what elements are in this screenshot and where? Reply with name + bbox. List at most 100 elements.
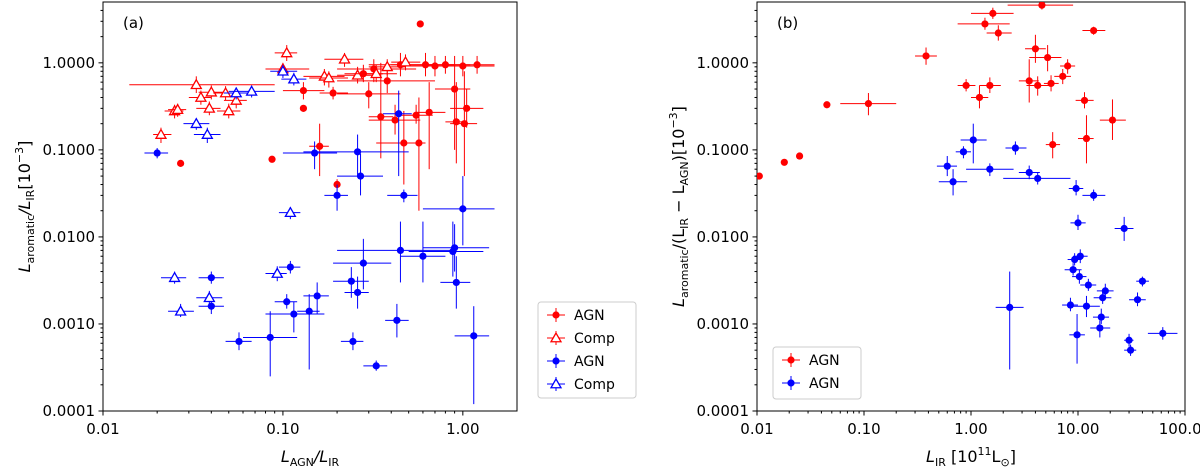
data-point — [1090, 26, 1098, 35]
data-point — [1076, 252, 1084, 260]
y-label-sup: −3 — [13, 147, 26, 163]
data-point — [203, 102, 216, 113]
data-point — [235, 337, 243, 346]
data-point — [1075, 273, 1083, 281]
data-point — [349, 337, 357, 346]
legend-label: AGN — [809, 353, 840, 369]
panel-label: (a) — [123, 14, 144, 32]
series-agn-red — [757, 2, 1126, 180]
data-point — [1096, 324, 1104, 332]
y-axis-label: Laromatic/LIR[10−3] — [13, 141, 37, 273]
y-label-sub: IR — [24, 189, 37, 200]
data-point — [190, 117, 203, 129]
data-point — [412, 111, 420, 119]
x-label-sub: ⊙ — [1000, 456, 1009, 469]
x-label-sub: AGN — [290, 456, 314, 469]
data-point — [922, 52, 930, 60]
data-point — [1082, 302, 1091, 310]
x-tick-label: 0.01 — [86, 420, 119, 438]
panel-b: 0.01 0.10 1.00 10.00 100.00 0.0001 0.0010 0.010… — [667, 1, 1200, 469]
data-point — [1101, 287, 1109, 295]
x-label-sub: IR — [935, 456, 946, 469]
data-point — [305, 307, 313, 315]
data-point — [1080, 96, 1089, 105]
legend-marker — [787, 379, 795, 387]
data-point — [280, 46, 293, 58]
data-layer — [129, 20, 495, 405]
x-label-part: L — [281, 447, 290, 466]
data-point — [1006, 303, 1014, 311]
data-point — [1138, 277, 1147, 285]
data-point — [864, 100, 873, 108]
data-point — [1064, 62, 1072, 70]
data-point — [383, 77, 391, 85]
data-point — [276, 64, 290, 76]
data-point — [431, 62, 439, 70]
y-tick-label: 0.0100 — [43, 228, 96, 246]
x-axis-label: LAGN/LIR — [281, 447, 340, 469]
x-label-part: L — [926, 447, 935, 466]
y-label-part: /L — [15, 201, 34, 217]
data-point — [780, 158, 788, 166]
data-point — [1034, 174, 1042, 183]
data-point — [1159, 329, 1167, 337]
data-point — [329, 89, 337, 97]
data-point — [381, 60, 394, 72]
data-point — [463, 104, 471, 112]
data-point — [1044, 53, 1052, 62]
data-point — [1071, 255, 1079, 264]
data-point — [959, 148, 968, 156]
data-point — [353, 288, 362, 297]
data-point — [268, 155, 276, 163]
data-point — [943, 162, 951, 170]
data-point — [174, 304, 187, 316]
data-point — [1047, 79, 1055, 88]
x-label-part: /L — [312, 447, 328, 466]
data-point — [284, 206, 297, 218]
x-tick-label: 10.00 — [1057, 420, 1100, 438]
data-point — [981, 20, 989, 28]
data-point — [207, 274, 215, 282]
data-point — [1066, 301, 1075, 309]
data-point — [286, 263, 294, 271]
data-point — [290, 310, 298, 318]
data-point — [452, 278, 460, 287]
y-tick-label: 0.0001 — [697, 402, 750, 420]
data-point — [154, 128, 168, 139]
y-label-part: [10 — [15, 163, 34, 190]
data-point — [451, 244, 459, 252]
data-point — [230, 86, 243, 98]
data-point — [989, 9, 997, 17]
data-point — [299, 104, 308, 112]
data-point — [271, 267, 284, 278]
data-point — [322, 71, 335, 83]
data-point — [399, 55, 412, 67]
data-point — [230, 94, 243, 105]
x-axis-label: LIR [1011L⊙] — [926, 445, 1016, 469]
data-point — [459, 62, 467, 70]
y-tick-label: 0.1000 — [697, 141, 750, 159]
data-point — [245, 85, 258, 96]
data-point — [1090, 191, 1098, 199]
data-point — [1133, 296, 1142, 304]
data-point — [1074, 219, 1082, 227]
data-point — [177, 159, 185, 167]
data-point — [201, 128, 214, 139]
data-point — [299, 86, 308, 95]
x-tick-label: 1.00 — [446, 420, 479, 438]
legend-marker — [552, 357, 560, 365]
data-point — [372, 362, 380, 370]
data-point — [1099, 294, 1107, 302]
data-point — [1126, 346, 1135, 354]
data-point — [207, 302, 215, 310]
data-point — [451, 85, 459, 93]
y-tick-label: 0.1000 — [43, 141, 96, 159]
series-agn-blue — [936, 123, 1178, 370]
y-tick-label: 0.0010 — [697, 315, 750, 333]
data-point — [203, 291, 216, 303]
data-point — [153, 149, 161, 157]
data-point — [395, 110, 403, 118]
data-point — [377, 113, 385, 121]
data-point — [266, 333, 274, 342]
